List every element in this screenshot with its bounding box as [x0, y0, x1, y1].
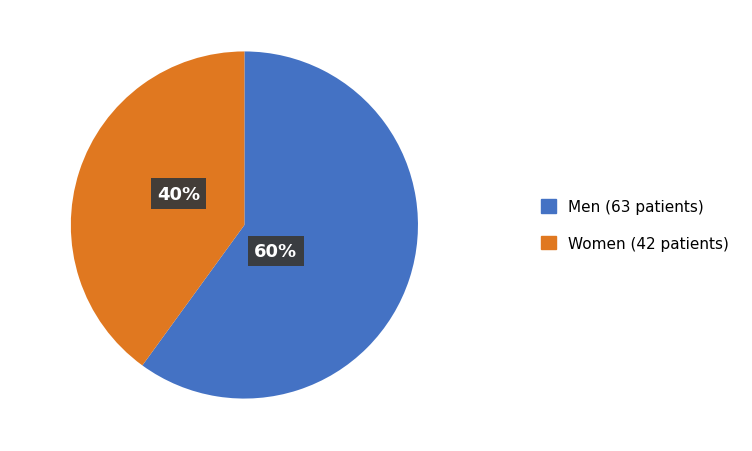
Text: 40%: 40%	[157, 185, 200, 203]
Text: 60%: 60%	[254, 243, 297, 261]
Legend: Men (63 patients), Women (42 patients): Men (63 patients), Women (42 patients)	[541, 200, 729, 251]
Wedge shape	[142, 52, 418, 399]
Wedge shape	[71, 52, 244, 366]
